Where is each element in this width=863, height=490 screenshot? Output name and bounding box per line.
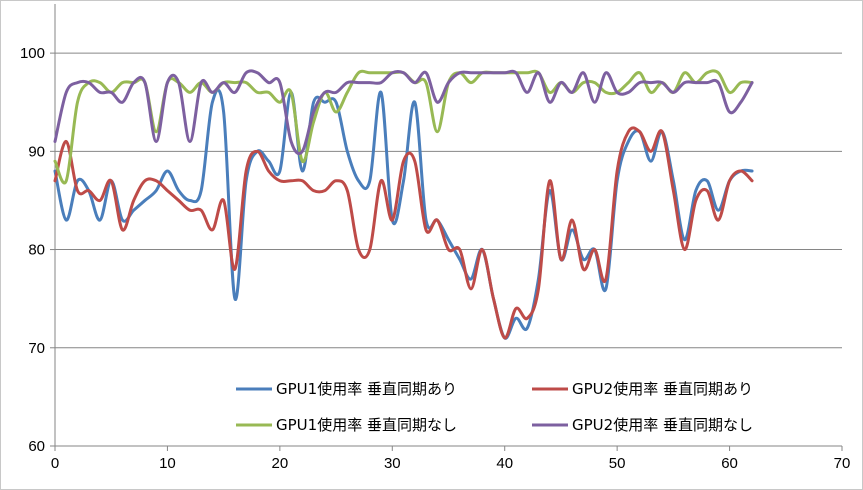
- y-tick-label-60: 60: [28, 438, 45, 455]
- legend-label-1: GPU1使用率 垂直同期あり: [276, 380, 457, 398]
- x-axis-ticks: 0 10 20 30 40 50 60 70: [51, 446, 851, 472]
- legend-label-3: GPU1使用率 垂直同期なし: [276, 416, 457, 434]
- y-tick-label-90: 90: [28, 143, 45, 160]
- series-line-4: [53, 69, 754, 155]
- legend-label-2: GPU2使用率 垂直同期あり: [572, 380, 753, 398]
- x-tick-label-0: 0: [51, 455, 59, 472]
- y-tick-label-70: 70: [28, 340, 45, 357]
- x-tick-label-10: 10: [159, 455, 176, 472]
- legend-label-4: GPU2使用率 垂直同期なし: [572, 416, 753, 434]
- series-lines: [53, 69, 754, 340]
- x-tick-label-20: 20: [272, 455, 289, 472]
- x-tick-label-40: 40: [496, 455, 513, 472]
- x-tick-label-30: 30: [384, 455, 401, 472]
- legend: GPU1使用率 垂直同期あり GPU2使用率 垂直同期あり GPU1使用率 垂直同期…: [236, 380, 753, 434]
- x-tick-label-60: 60: [721, 455, 738, 472]
- y-axis-ticks: 60 70 80 90 100: [20, 45, 55, 455]
- axes: [54, 4, 842, 447]
- series-line-2: [53, 126, 754, 340]
- x-tick-label-70: 70: [834, 455, 851, 472]
- series-line-1: [53, 88, 754, 340]
- y-tick-label-80: 80: [28, 242, 45, 259]
- x-tick-label-50: 50: [609, 455, 626, 472]
- y-tick-label-100: 100: [20, 45, 45, 62]
